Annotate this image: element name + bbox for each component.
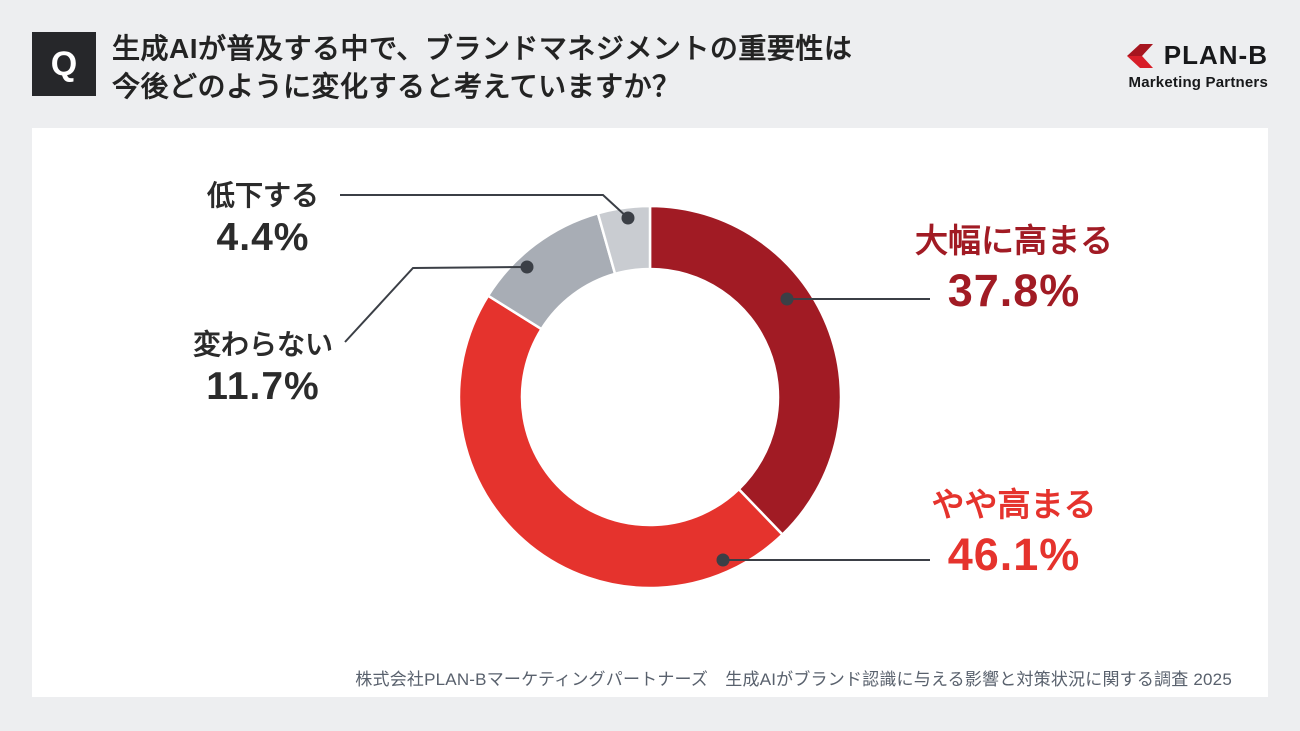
callout-label: やや高まる (931, 486, 1097, 523)
question-badge-label: Q (50, 44, 78, 83)
callout-teika-suru: 低下する 4.4% (113, 179, 413, 260)
logo-subtitle-text: Marketing Partners (1128, 74, 1268, 91)
donut-segment-1 (457, 293, 785, 590)
planb-logo: PLAN-B Marketing Partners (1125, 40, 1268, 91)
callout-value: 4.4% (216, 216, 310, 259)
callout-oohaba-takamaru: 大幅に高まる 37.8% (864, 220, 1164, 316)
callout-yaya-takamaru: やや高まる 46.1% (864, 484, 1164, 580)
callout-value: 37.8% (947, 265, 1081, 316)
donut-chart (457, 204, 843, 590)
callout-label: 低下する (206, 180, 319, 211)
page-title-line1: 生成AIが普及する中で、ブランドマネジメントの重要性は (112, 33, 853, 64)
callout-kawaranai: 変わらない 11.7% (113, 328, 413, 409)
callout-label: 変わらない (192, 329, 333, 360)
source-note: 株式会社PLAN-Bマーケティングパートナーズ 生成AIがブランド認識に与える影… (355, 670, 1232, 689)
question-badge: Q (32, 32, 96, 96)
callout-label: 大幅に高まる (915, 222, 1113, 259)
donut-segment-0 (648, 204, 843, 537)
callout-value: 46.1% (947, 529, 1081, 580)
callout-value: 11.7% (206, 365, 320, 408)
page-title: 生成AIが普及する中で、ブランドマネジメントの重要性は 今後どのように変化すると… (112, 30, 852, 106)
planb-chevron-icon (1126, 43, 1153, 68)
page-title-line2: 今後どのように変化すると考えていますか？ (112, 71, 681, 102)
logo-brand-text: PLAN-B (1163, 40, 1268, 70)
